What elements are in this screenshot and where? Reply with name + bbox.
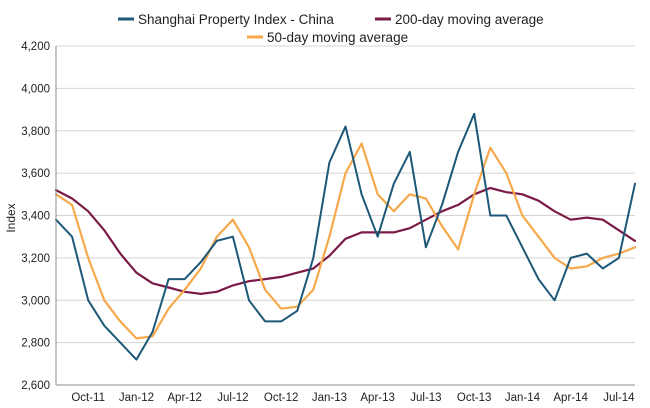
x-tick-label: Apr-14 <box>553 392 588 404</box>
x-tick-label: Oct-13 <box>457 392 492 404</box>
legend-item-shanghai-property-index: Shanghai Property Index - China <box>118 12 334 27</box>
grid-lines <box>56 45 635 344</box>
y-axis-ticks: 2,600 2,800 3,000 3,200 3,400 3,600 3,800 4,000… <box>21 41 50 392</box>
x-tick-label: Jul-12 <box>217 392 248 404</box>
y-axis-title: Index <box>4 203 18 232</box>
y-tick-label: 4,200 <box>21 41 50 53</box>
legend-label: 50-day moving average <box>267 30 408 45</box>
x-tick-label: Jul-13 <box>410 392 441 404</box>
series-lines <box>54 112 637 361</box>
x-tick-label: Jan-12 <box>119 392 154 404</box>
y-tick-label: 2,800 <box>21 338 50 350</box>
y-tick-label: 4,000 <box>21 83 50 95</box>
x-axis-ticks: Oct-11 Jan-12 Apr-12 Jul-12 Oct-12 Jan-13 Apr-… <box>71 392 635 404</box>
x-tick-label: Jul-14 <box>603 392 635 404</box>
legend-label: Shanghai Property Index - China <box>138 12 334 27</box>
y-tick-label: 3,000 <box>21 295 50 307</box>
series-line-shanghai-property-index <box>55 112 636 361</box>
y-tick-label: 3,800 <box>21 126 50 138</box>
y-tick-label: 3,200 <box>21 253 50 265</box>
series-line-50-day-moving-average <box>54 142 637 340</box>
x-tick-label: Jan-14 <box>505 392 541 404</box>
legend-item-200-day-moving-average: 200-day moving average <box>375 12 544 27</box>
y-tick-label: 3,600 <box>21 168 50 180</box>
legend-label: 200-day moving average <box>395 12 544 27</box>
x-tick-label: Oct-11 <box>71 392 105 404</box>
y-tick-label: 3,400 <box>21 211 50 223</box>
x-tick-label: Apr-12 <box>167 392 202 404</box>
axis-frame <box>55 46 635 386</box>
series-line-200-day-moving-average <box>54 186 637 295</box>
x-tick-label: Jan-13 <box>312 392 347 404</box>
y-tick-label: 2,600 <box>21 380 50 392</box>
legend: Shanghai Property Index - China 200-day m… <box>118 12 544 45</box>
x-tick-label: Oct-12 <box>264 392 299 404</box>
legend-item-50-day-moving-average: 50-day moving average <box>247 30 408 45</box>
x-tick-label: Apr-13 <box>360 392 395 404</box>
